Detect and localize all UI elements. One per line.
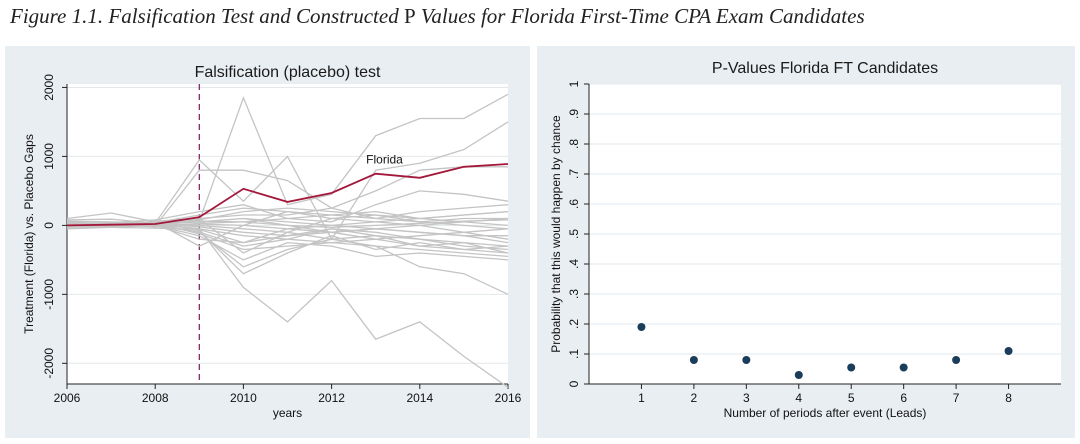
y-tick-label: .9	[567, 109, 581, 119]
y-tick-label: .5	[567, 229, 581, 239]
pvalue-point	[899, 363, 908, 372]
y-tick-label: .7	[567, 169, 581, 179]
x-tick-label: 8	[1005, 391, 1012, 405]
y-tick-label: 2000	[42, 74, 56, 101]
y-axis-label: Probability that this would happen by ch…	[549, 115, 563, 353]
y-tick-label: -2000	[42, 348, 56, 379]
x-tick-label: 3	[743, 391, 750, 405]
placebo-chart-panel: Falsification (placebo) test -2000 -1000 0 1…	[5, 46, 530, 438]
x-tick-label: 2	[691, 391, 698, 405]
chart-title: Falsification (placebo) test	[195, 64, 381, 81]
x-tick-label: 1	[638, 391, 645, 405]
pvalue-point	[689, 356, 698, 364]
florida-label: Florida	[366, 152, 403, 166]
placebo-chart: Falsification (placebo) test -2000 -1000 0 1…	[22, 64, 522, 420]
y-tick-label: .1	[567, 349, 581, 359]
y-tick-label: .4	[567, 259, 581, 269]
x-tick-label: 2016	[495, 391, 522, 405]
pvalue-point	[742, 356, 751, 364]
x-tick-label: 5	[848, 391, 855, 405]
x-axis-label: Number of periods after event (Leads)	[724, 406, 927, 420]
florida-series-line	[66, 163, 509, 227]
y-tick-label: .3	[567, 289, 581, 299]
y-tick-label: 1000	[42, 143, 56, 170]
pvalue-point	[794, 371, 803, 379]
pvalue-point	[637, 323, 646, 331]
x-tick-label: 7	[953, 391, 960, 405]
y-tick-label: -1000	[42, 279, 56, 310]
y-tick-label: .8	[567, 139, 581, 149]
x-tick-label: 2010	[230, 391, 257, 405]
x-tick-label: 2008	[142, 391, 169, 405]
y-tick-label: 0	[567, 380, 581, 387]
pvalue-point	[1004, 347, 1013, 355]
pvalue-point	[952, 356, 961, 364]
pvalue-point	[847, 363, 856, 372]
placebo-series-line	[66, 226, 509, 254]
x-tick-label: 2006	[54, 391, 81, 405]
caption-prefix: Figure 1.1. Falsification Test and Const…	[10, 4, 404, 28]
figure-caption: Figure 1.1. Falsification Test and Const…	[10, 4, 865, 29]
x-tick-label: 6	[900, 391, 907, 405]
y-tick-label: 1	[567, 80, 581, 87]
placebo-series-line	[66, 217, 508, 237]
x-axis-label: years	[273, 406, 302, 420]
pvalue-chart: P-Values Florida FT Candidates 0 .1 .2 .3 .4.…	[549, 60, 1061, 420]
placebo-series-line	[66, 218, 509, 258]
y-tick-label: .2	[567, 319, 581, 329]
pvalue-chart-panel: P-Values Florida FT Candidates 0 .1 .2 .3 .4.…	[537, 46, 1075, 438]
chart-title: P-Values Florida FT Candidates	[712, 60, 938, 77]
caption-p: P	[403, 4, 416, 28]
caption-suffix: Values for Florida First-Time CPA Exam C…	[415, 4, 865, 28]
x-tick-label: 4	[795, 391, 802, 405]
y-tick-label: 0	[42, 222, 56, 229]
y-tick-label: .6	[567, 199, 581, 209]
x-tick-label: 2014	[406, 391, 433, 405]
y-axis-label: Treatment (Florida) vs. Placebo Gaps	[22, 134, 36, 334]
x-tick-label: 2012	[318, 391, 345, 405]
